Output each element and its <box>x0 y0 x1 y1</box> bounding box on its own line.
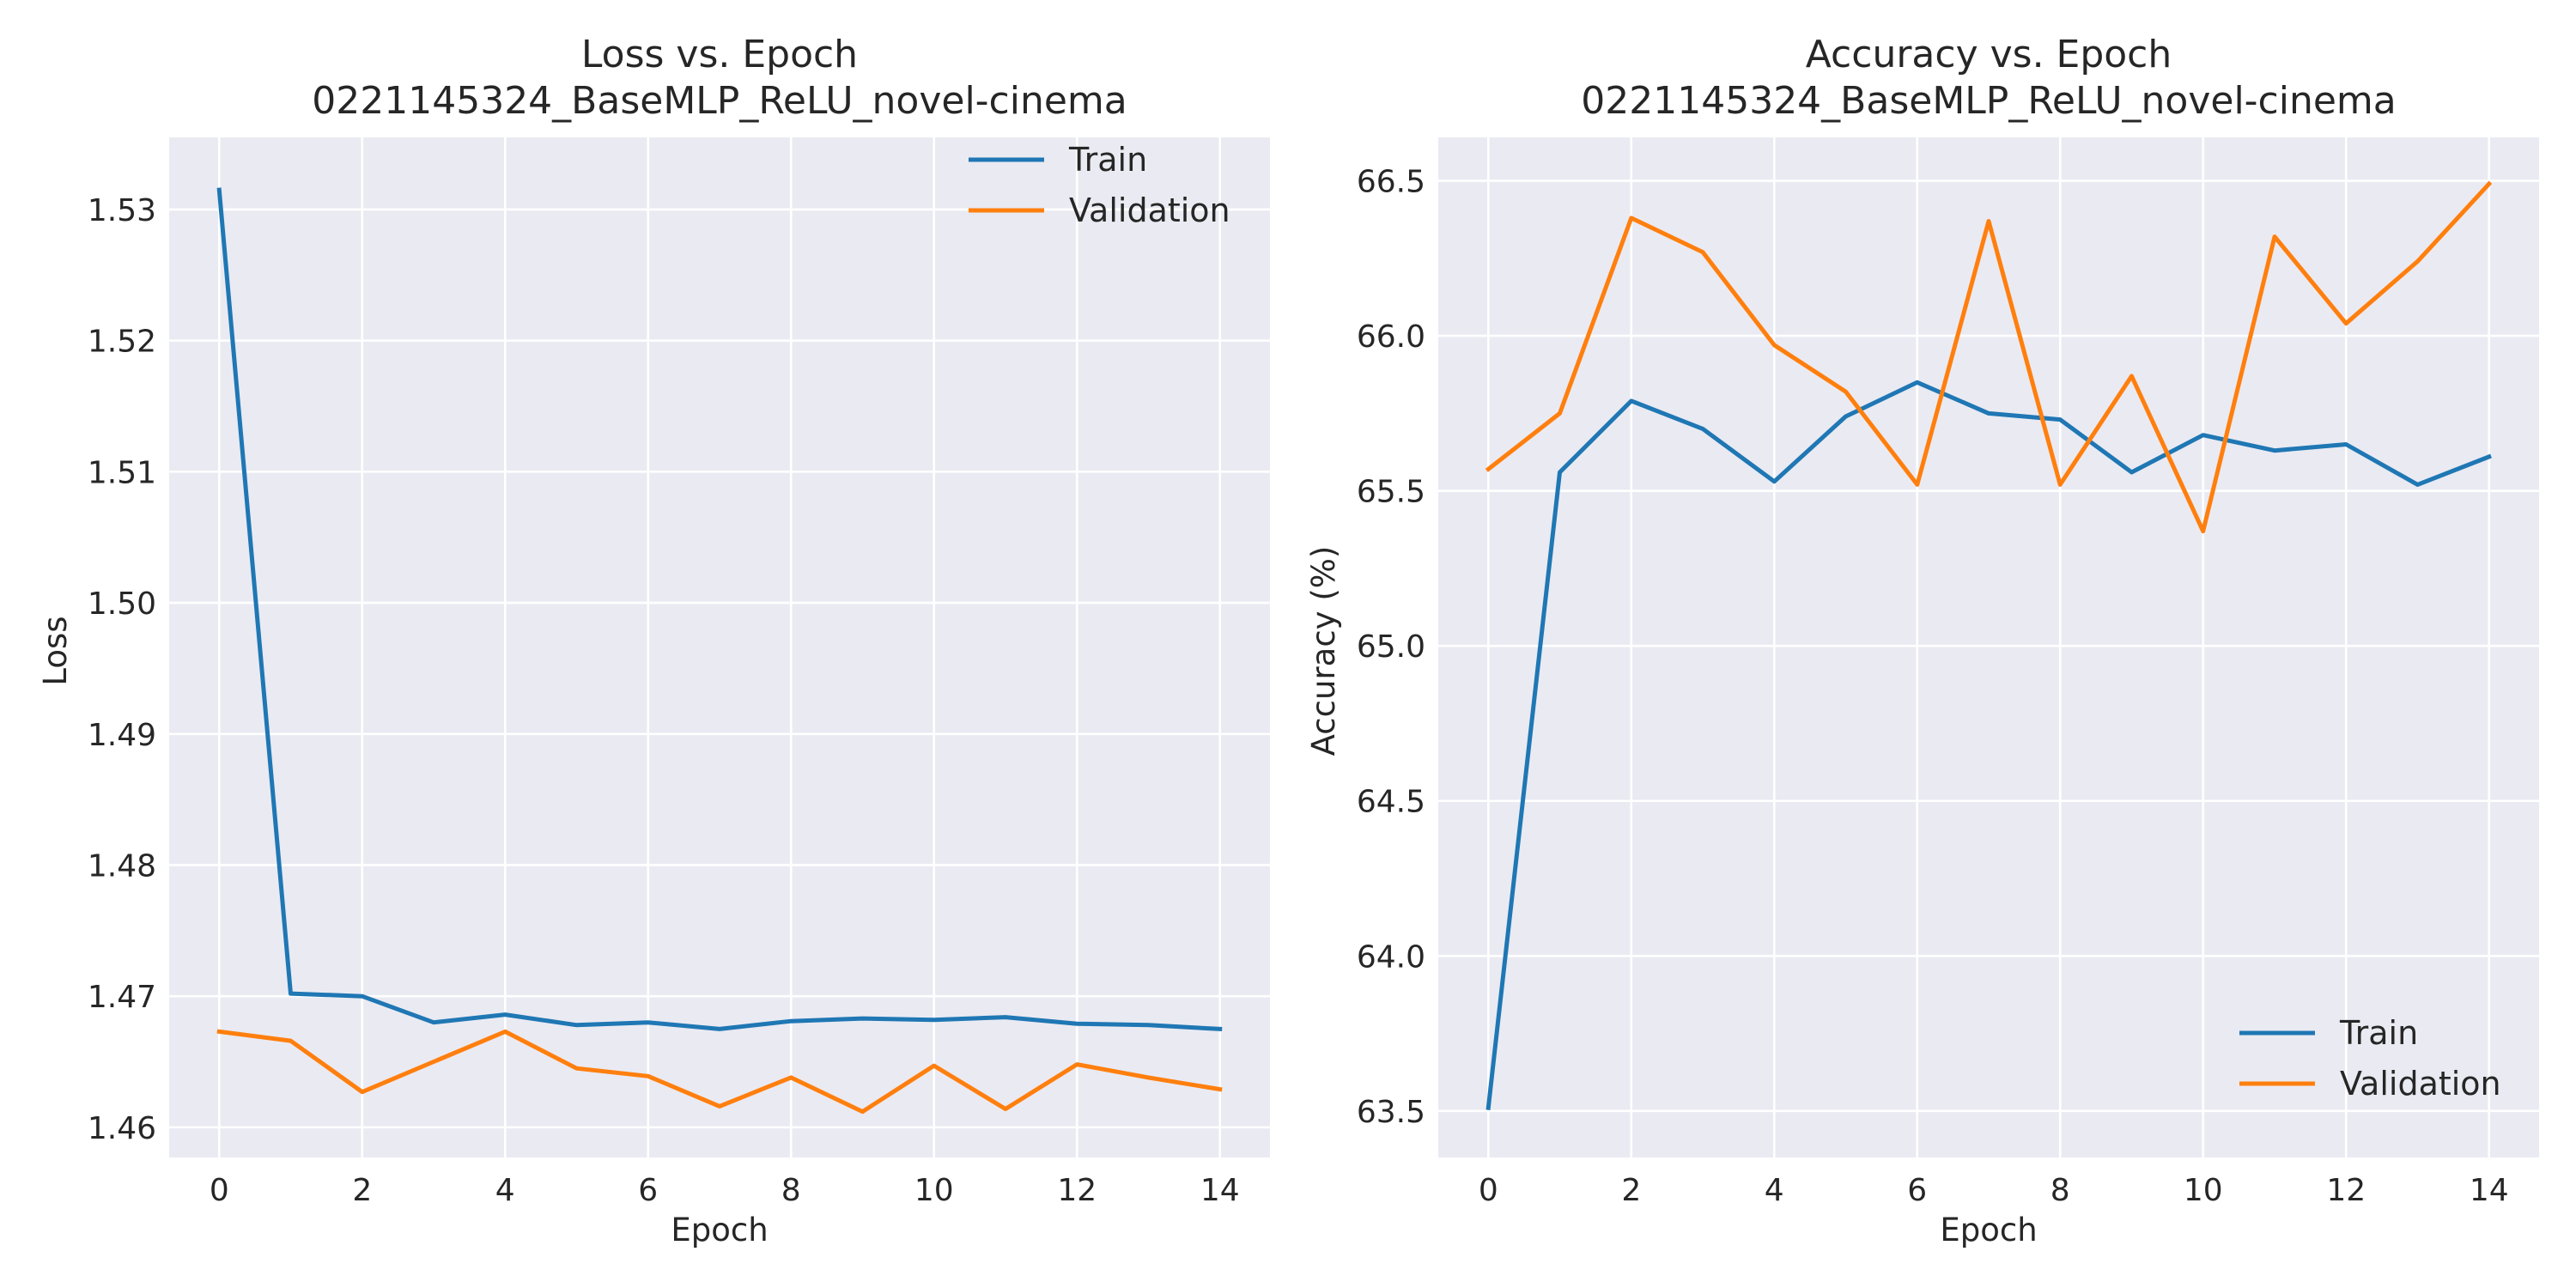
accuracy-y-tick-label: 63.5 <box>1357 1095 1425 1130</box>
accuracy-x-tick-label: 2 <box>1621 1173 1641 1208</box>
accuracy-x-tick-label: 6 <box>1907 1173 1927 1208</box>
accuracy-chart: Accuracy vs. Epoch 0221145324_BaseMLP_Re… <box>1305 33 2539 1249</box>
loss-y-tick-label: 1.52 <box>88 325 156 360</box>
loss-legend: Train Validation <box>969 141 1230 229</box>
loss-x-axis-label: Epoch <box>671 1212 768 1249</box>
accuracy-y-tick-label: 65.5 <box>1357 475 1425 510</box>
loss-y-tick-label: 1.51 <box>88 455 156 490</box>
loss-y-tick-label: 1.47 <box>88 980 156 1015</box>
loss-chart: Loss vs. Epoch 0221145324_BaseMLP_ReLU_n… <box>37 33 1270 1249</box>
accuracy-x-tick-label: 0 <box>1479 1173 1498 1208</box>
loss-x-tick-label: 14 <box>1200 1173 1240 1208</box>
accuracy-y-tick-label: 64.5 <box>1357 785 1425 820</box>
accuracy-x-tick-label: 10 <box>2184 1173 2223 1208</box>
accuracy-chart-subtitle: 0221145324_BaseMLP_ReLU_novel-cinema <box>1581 79 2397 123</box>
loss-axes-background <box>169 137 1270 1157</box>
accuracy-x-tick-label: 14 <box>2470 1173 2509 1208</box>
loss-series-train-line <box>216 187 1223 1032</box>
loss-plot-area <box>169 137 1270 1157</box>
loss-x-tick-label: 8 <box>781 1173 801 1208</box>
loss-x-tick-label: 6 <box>638 1173 658 1208</box>
loss-legend-label-validation: Validation <box>1069 191 1230 229</box>
accuracy-y-tick-label: 66.5 <box>1357 165 1425 200</box>
accuracy-y-tick-label: 65.0 <box>1357 629 1425 665</box>
loss-chart-subtitle: 0221145324_BaseMLP_ReLU_novel-cinema <box>312 79 1127 123</box>
loss-x-tick-label: 0 <box>210 1173 229 1208</box>
loss-x-tick-label: 4 <box>495 1173 515 1208</box>
accuracy-legend-label-validation: Validation <box>2340 1065 2501 1103</box>
loss-series-validation-line <box>216 1029 1223 1115</box>
accuracy-series-validation-line <box>1485 180 2493 534</box>
accuracy-legend-label-train: Train <box>2339 1014 2418 1052</box>
loss-y-tick-label: 1.53 <box>88 193 156 228</box>
loss-y-tick-label: 1.50 <box>88 586 156 622</box>
accuracy-x-tick-label: 4 <box>1765 1173 1784 1208</box>
accuracy-chart-title: Accuracy vs. Epoch <box>1806 33 2172 76</box>
loss-x-tick-label: 2 <box>352 1173 372 1208</box>
loss-y-tick-label: 1.46 <box>88 1111 156 1146</box>
accuracy-plot-area <box>1438 137 2539 1157</box>
accuracy-x-tick-label: 12 <box>2326 1173 2366 1208</box>
loss-x-tick-label: 12 <box>1057 1173 1097 1208</box>
accuracy-axes-background <box>1438 137 2539 1157</box>
loss-chart-title: Loss vs. Epoch <box>581 33 858 76</box>
accuracy-y-tick-label: 64.0 <box>1357 939 1425 975</box>
accuracy-legend: Train Validation <box>2239 1014 2501 1103</box>
loss-x-tick-label: 10 <box>914 1173 954 1208</box>
loss-legend-label-train: Train <box>1068 141 1147 179</box>
accuracy-y-axis-label: Accuracy (%) <box>1305 546 1342 756</box>
loss-y-axis-label: Loss <box>37 616 74 685</box>
accuracy-x-tick-label: 8 <box>2050 1173 2070 1208</box>
accuracy-x-axis-label: Epoch <box>1940 1212 2037 1249</box>
loss-y-tick-label: 1.49 <box>88 718 156 753</box>
accuracy-series-train-line <box>1485 380 2492 1110</box>
accuracy-y-tick-label: 66.0 <box>1357 319 1425 355</box>
loss-y-tick-label: 1.48 <box>88 848 156 884</box>
